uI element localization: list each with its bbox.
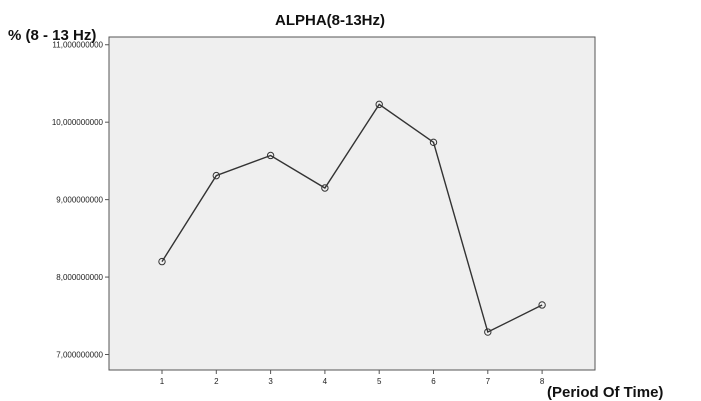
data-point: [212, 171, 221, 180]
x-tick-label: 5: [377, 377, 382, 386]
plot-area: [108, 36, 596, 371]
y-tick-label: 8,000000000: [56, 273, 103, 282]
x-axis-ticks: 1 2 3 4 5 6 7 8: [160, 370, 545, 386]
data-points: [158, 100, 546, 336]
y-axis-label: % (8 - 13 Hz): [8, 27, 96, 44]
data-point: [158, 257, 166, 266]
x-tick-label: 1: [160, 377, 165, 386]
data-point: [538, 301, 546, 309]
x-tick-label: 3: [268, 377, 273, 386]
data-point: [429, 138, 438, 147]
x-axis-label: (Period Of Time): [547, 384, 663, 401]
x-tick-label: 4: [323, 377, 328, 386]
x-tick-label: 7: [486, 377, 491, 386]
y-tick-label: 7,000000000: [56, 351, 103, 360]
data-point: [266, 151, 275, 160]
y-tick-label: 11,000000000: [52, 41, 103, 50]
y-tick-label: 10,000000000: [52, 118, 104, 127]
data-point: [484, 328, 492, 336]
chart-title: ALPHA(8-13Hz): [275, 12, 385, 29]
data-point: [321, 184, 329, 192]
x-tick-label: 6: [431, 377, 436, 386]
y-axis-ticks: 7,000000000 8,000000000 9,000000000 10,0000…: [52, 41, 109, 360]
data-point: [375, 100, 383, 109]
y-tick-label: 9,000000000: [56, 196, 103, 205]
x-tick-label: 2: [214, 377, 219, 386]
series-line: [161, 103, 543, 334]
x-tick-label: 8: [540, 377, 545, 386]
